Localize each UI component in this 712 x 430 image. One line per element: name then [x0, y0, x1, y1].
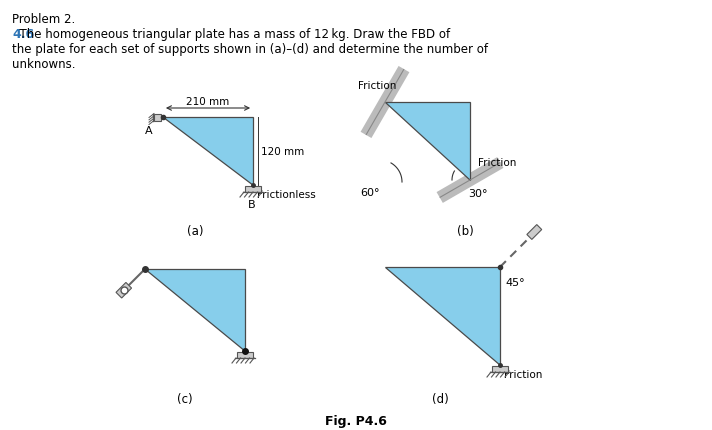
Polygon shape [385, 267, 500, 365]
Text: B: B [248, 200, 256, 209]
Bar [492, 366, 508, 372]
Polygon shape [385, 103, 470, 181]
Polygon shape [163, 118, 253, 186]
Text: (a): (a) [187, 224, 203, 237]
Text: Problem 2.: Problem 2. [12, 13, 75, 26]
Text: (c): (c) [177, 392, 193, 405]
Text: Fig. P4.6: Fig. P4.6 [325, 414, 387, 427]
Text: 60°: 60° [360, 187, 379, 197]
Bar [116, 283, 132, 298]
Text: Frictionless: Frictionless [257, 190, 315, 200]
Text: (d): (d) [431, 392, 449, 405]
Bar [237, 352, 253, 358]
Text: Friction: Friction [478, 158, 516, 168]
Text: (b): (b) [456, 224, 473, 237]
Text: 210 mm: 210 mm [187, 97, 230, 107]
Text: Friction: Friction [358, 81, 396, 91]
Text: Friction: Friction [504, 369, 543, 379]
Text: 4.6: 4.6 [12, 28, 34, 41]
Bar [245, 187, 261, 193]
Text: The homogeneous triangular plate has a mass of 12 kg. Draw the FBD of
the plate : The homogeneous triangular plate has a m… [12, 28, 488, 71]
Polygon shape [145, 269, 245, 351]
Bar [154, 114, 161, 121]
Text: A: A [145, 126, 153, 136]
Bar [527, 225, 542, 240]
Text: 120 mm: 120 mm [261, 147, 304, 157]
Text: 45°: 45° [505, 277, 525, 287]
Text: 30°: 30° [468, 189, 488, 199]
